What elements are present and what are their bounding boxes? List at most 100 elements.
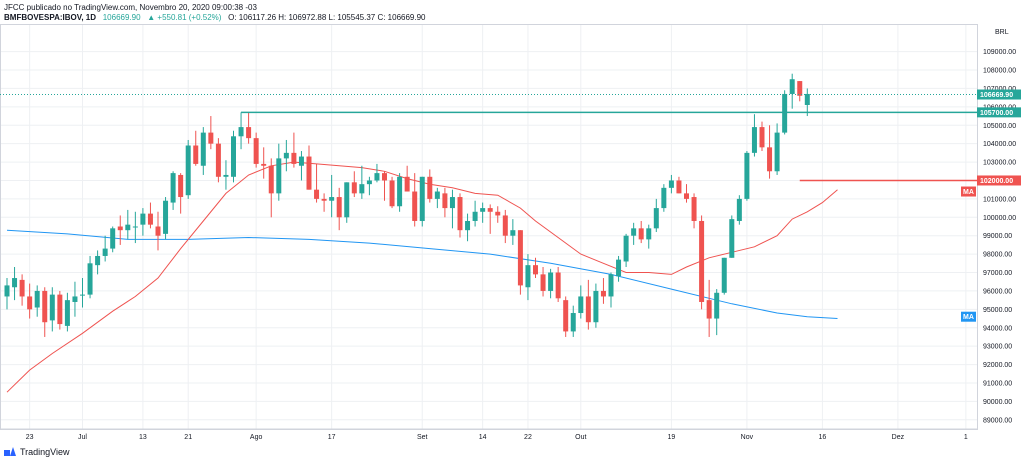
- y-tick-label: 107000.00: [983, 86, 1016, 93]
- candle-up: [721, 257, 727, 293]
- candle-down: [208, 132, 214, 144]
- candle-down: [321, 198, 327, 201]
- ma-tag-label: MA: [963, 314, 974, 321]
- brand-name: TradingView: [20, 447, 70, 457]
- candle-up: [465, 220, 471, 231]
- candle-down: [19, 279, 25, 297]
- candle-down: [585, 296, 591, 323]
- currency-label: BRL: [995, 29, 1009, 36]
- candle-up: [223, 174, 229, 177]
- last-price: 106669.90: [102, 13, 141, 22]
- x-tick-label: 16: [819, 434, 827, 441]
- price-tag-label: 105700.00: [980, 110, 1013, 117]
- plot-frame: [0, 24, 978, 430]
- candle-down: [706, 300, 712, 319]
- candle-up: [12, 278, 18, 288]
- candle-down: [215, 143, 221, 177]
- x-tick-label: Ago: [250, 434, 263, 441]
- x-tick-label: 13: [139, 434, 147, 441]
- footer-brand[interactable]: TradingView: [4, 447, 70, 457]
- ma-tag: [961, 186, 976, 197]
- candle-up: [132, 226, 138, 228]
- candle-down: [404, 176, 410, 192]
- candle-up: [472, 211, 478, 221]
- candle-up: [736, 198, 742, 221]
- candle-up: [631, 228, 637, 236]
- y-tick-label: 98000.00: [983, 252, 1012, 259]
- candle-up: [283, 152, 289, 159]
- x-tick-label: 22: [524, 434, 532, 441]
- tradingview-logo-icon: [4, 447, 16, 457]
- ohlc-values: O: 106117.26 H: 106972.88 L: 105545.37 C…: [228, 13, 426, 22]
- ma-tag: [961, 311, 976, 322]
- ma-tag-label: MA: [963, 189, 974, 196]
- candle-up: [751, 127, 757, 153]
- candle-down: [389, 180, 395, 207]
- y-tick-label: 103000.00: [983, 160, 1016, 167]
- candle-up: [608, 274, 614, 297]
- candle-down: [533, 265, 538, 275]
- candle-up: [782, 93, 788, 133]
- candle-up: [125, 224, 131, 231]
- candle-down: [178, 174, 184, 198]
- candle-up: [374, 173, 380, 181]
- candle-down: [457, 197, 463, 231]
- price-tag-label: 102000.00: [980, 178, 1013, 185]
- candle-up: [170, 173, 176, 203]
- ma-short-line: [6, 161, 838, 393]
- candle-up: [276, 158, 282, 194]
- price-tag: [977, 107, 1021, 118]
- candle-down: [336, 197, 342, 218]
- y-tick-label: 95000.00: [983, 307, 1012, 314]
- candle-down: [351, 182, 357, 194]
- candle-down: [117, 226, 123, 231]
- x-tick-label: Out: [575, 434, 586, 441]
- candle-down: [555, 272, 561, 299]
- candle-down: [495, 211, 501, 216]
- chart-grid: [0, 24, 977, 429]
- candle-down: [27, 296, 33, 310]
- candle-down: [517, 230, 523, 286]
- y-tick-label: 109000.00: [983, 49, 1016, 56]
- x-tick-label: Nov: [741, 434, 754, 441]
- candle-down: [638, 228, 644, 240]
- candle-down: [382, 173, 387, 181]
- candle-up: [668, 180, 674, 188]
- candle-up: [449, 197, 455, 209]
- candle-down: [699, 220, 705, 302]
- time-axis[interactable]: 23 Jul 13 21 Ago 17 Set 14 22 Out 19 Nov 16 Dez 1: [0, 428, 977, 441]
- candle-up: [804, 93, 810, 105]
- candle-up: [744, 152, 750, 199]
- symbol-name[interactable]: BMFBOVESPA:IBOV, 1D: [4, 13, 97, 22]
- price-lines: [0, 94, 977, 182]
- candle-up: [661, 187, 667, 209]
- x-tick-label: 14: [479, 434, 487, 441]
- candle-up: [163, 200, 169, 234]
- candle-up: [623, 235, 629, 262]
- x-tick-label: 23: [26, 434, 34, 441]
- candle-down: [540, 274, 546, 291]
- candle-up: [646, 228, 652, 240]
- price-tag: [977, 175, 1021, 186]
- candle-up: [593, 290, 599, 323]
- candle-down: [261, 163, 267, 166]
- candle-up: [434, 191, 440, 199]
- y-tick-label: 93000.00: [983, 344, 1012, 351]
- candle-up: [200, 132, 206, 166]
- x-tick-label: 21: [184, 434, 192, 441]
- x-tick-label: Dez: [892, 434, 905, 441]
- price-change: ▲ +550.81 (+0.52%): [147, 13, 222, 22]
- candle-up: [49, 294, 55, 321]
- candle-up: [329, 197, 335, 201]
- candle-down: [57, 294, 63, 325]
- x-tick-label: 17: [328, 434, 336, 441]
- candle-up: [344, 182, 350, 218]
- candle-down: [691, 197, 697, 221]
- price-axis[interactable]: 109000.00108000.00107000.00106000.001050…: [983, 29, 1016, 424]
- candle-down: [684, 193, 689, 199]
- candle-up: [480, 208, 486, 212]
- y-tick-label: 101000.00: [983, 196, 1016, 203]
- candle-down: [291, 152, 297, 164]
- candle-up: [714, 292, 720, 319]
